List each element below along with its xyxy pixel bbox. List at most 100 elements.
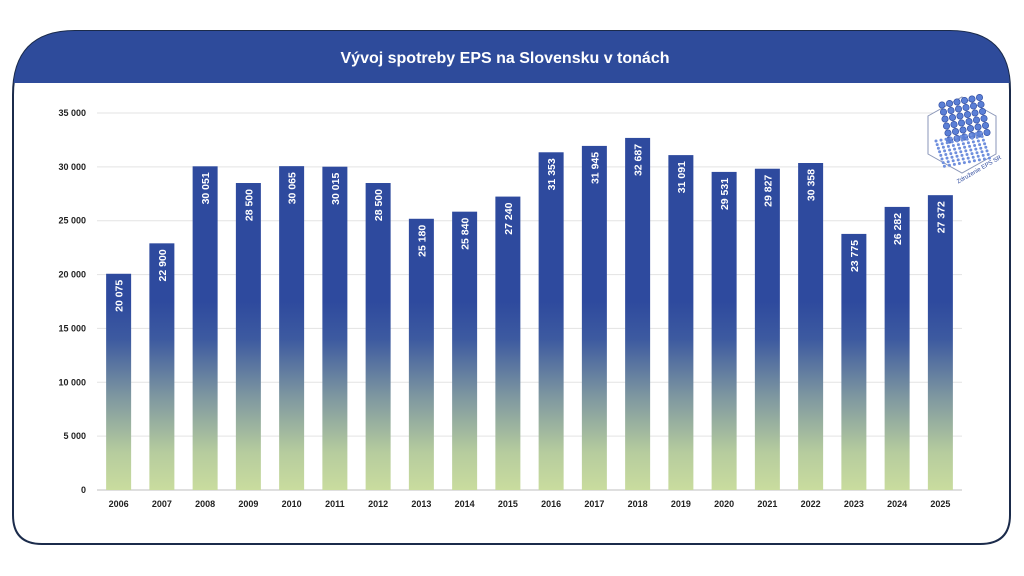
bar-2016 xyxy=(538,152,564,491)
logo-bead xyxy=(955,105,963,113)
bar-2019 xyxy=(668,155,694,490)
logo-bead xyxy=(963,145,967,149)
logo-bead xyxy=(983,142,987,146)
logo-bead xyxy=(985,149,989,153)
y-tick-label: 5 000 xyxy=(63,431,86,441)
x-tick-label: 2008 xyxy=(195,499,215,509)
bar-2018 xyxy=(625,137,651,490)
x-tick-label: 2016 xyxy=(541,499,561,509)
data-label: 30 358 xyxy=(806,169,818,201)
y-tick-label: 20 000 xyxy=(58,270,86,280)
logo-bead xyxy=(951,144,955,147)
logo-bead xyxy=(950,121,958,129)
bar-2006 xyxy=(106,273,132,490)
logo-bead xyxy=(948,148,952,152)
x-tick-label: 2021 xyxy=(757,499,777,509)
logo-bead xyxy=(978,107,986,115)
logo-bead xyxy=(953,147,957,151)
logo-bead xyxy=(974,132,978,136)
logo-bead xyxy=(946,160,950,164)
x-tick-label: 2020 xyxy=(714,499,734,509)
logo-bead xyxy=(957,119,966,127)
data-label: 23 775 xyxy=(849,240,861,272)
logo-bead xyxy=(973,116,981,124)
bar-2017 xyxy=(581,145,607,490)
logo-bead xyxy=(969,148,973,152)
logo-bead xyxy=(984,145,988,149)
data-label: 30 051 xyxy=(200,172,212,204)
y-tick-label: 30 000 xyxy=(58,162,86,172)
logo-bead xyxy=(935,143,939,147)
logo-bead xyxy=(959,135,963,138)
bar-2023 xyxy=(841,233,867,490)
data-label: 30 065 xyxy=(287,172,299,204)
logo-bead xyxy=(960,138,964,142)
bar-2007 xyxy=(149,243,175,490)
logo-bead xyxy=(950,140,954,144)
logo-bead xyxy=(959,150,963,154)
logo-bead xyxy=(979,146,983,150)
x-tick-label: 2013 xyxy=(411,499,431,509)
x-tick-label: 2011 xyxy=(325,499,345,509)
logo-bead xyxy=(955,154,959,158)
logo-bead xyxy=(980,135,984,138)
logo-bead xyxy=(942,164,946,168)
logo-bead xyxy=(947,106,955,114)
logo-bead xyxy=(939,153,943,157)
bar-2024 xyxy=(884,206,910,490)
logo-bead xyxy=(949,113,957,121)
logo-bead xyxy=(977,158,981,162)
data-label: 29 531 xyxy=(719,178,731,210)
logo-bead xyxy=(940,142,944,146)
logo-bead xyxy=(949,136,953,140)
logo-bead xyxy=(971,140,975,144)
logo-bead xyxy=(957,162,961,165)
logo-bead xyxy=(956,158,960,162)
logo-bead xyxy=(955,139,959,143)
logo-bead xyxy=(966,141,970,145)
logo-bead xyxy=(965,153,969,156)
logo-bead xyxy=(959,126,967,134)
x-tick-label: 2015 xyxy=(498,499,518,509)
logo-bead xyxy=(974,147,978,151)
data-label: 31 945 xyxy=(589,152,601,184)
x-tick-label: 2018 xyxy=(628,499,648,509)
logo-bead xyxy=(936,146,940,150)
logo-bead xyxy=(934,139,938,143)
logo-bead xyxy=(967,160,971,164)
logo-bead xyxy=(983,129,991,137)
logo-bead xyxy=(975,151,979,155)
y-tick-label: 35 000 xyxy=(58,108,86,118)
logo-bead xyxy=(946,144,950,148)
logo-bead xyxy=(945,156,949,160)
data-label: 27 240 xyxy=(503,202,515,234)
logo-bead xyxy=(964,149,968,153)
data-label: 28 500 xyxy=(243,189,255,221)
logo-bead xyxy=(976,93,984,101)
data-label: 20 075 xyxy=(114,280,126,312)
data-label: 28 500 xyxy=(373,189,385,221)
chart-title: Vývoj spotreby EPS na Slovensku v tonách xyxy=(341,50,670,67)
data-label: 22 900 xyxy=(157,249,169,281)
logo-bead xyxy=(960,153,964,157)
data-label: 31 091 xyxy=(676,161,688,193)
y-tick-label: 0 xyxy=(81,485,86,495)
logo-bead xyxy=(982,157,986,161)
logo-bead xyxy=(939,138,943,142)
data-label: 31 353 xyxy=(546,158,558,190)
logo-bead xyxy=(941,145,945,149)
bar-2015 xyxy=(495,196,521,490)
bar-2008 xyxy=(192,166,218,490)
logo-bead xyxy=(970,136,974,140)
logo-bead xyxy=(976,154,980,158)
x-tick-label: 2023 xyxy=(844,499,864,509)
logo-bead xyxy=(968,144,972,148)
x-tick-label: 2022 xyxy=(801,499,821,509)
logo-bead xyxy=(973,144,977,147)
logo-bead xyxy=(945,141,949,145)
bar-2010 xyxy=(279,166,305,491)
data-label: 29 827 xyxy=(762,175,774,207)
bar-2011 xyxy=(322,166,348,491)
logo-bead xyxy=(940,157,944,161)
logo-bead xyxy=(949,152,953,156)
